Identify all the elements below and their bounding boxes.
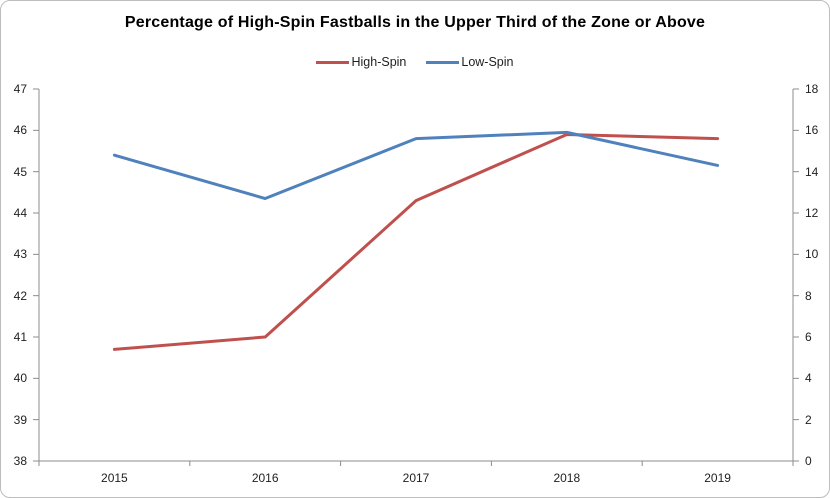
right-axis-label: 8 [805, 288, 812, 303]
x-axis-label: 2015 [101, 471, 128, 485]
right-axis-label: 4 [805, 371, 812, 386]
legend: High-Spin Low-Spin [1, 55, 829, 69]
x-axis-label: 2019 [704, 471, 731, 485]
left-axis-label: 47 [13, 82, 27, 96]
low-spin-series-line [112, 130, 720, 201]
left-axis-label: 45 [13, 164, 27, 179]
right-axis-label: 2 [805, 412, 812, 427]
right-axis-label: 10 [805, 247, 819, 262]
left-axis-label: 42 [13, 288, 27, 303]
legend-label-high-spin: High-Spin [351, 55, 407, 69]
x-axis-label: 2018 [553, 471, 581, 485]
right-axis-label: 0 [805, 454, 812, 468]
left-axis-label: 41 [13, 330, 27, 344]
right-axis-label: 16 [805, 123, 819, 138]
left-axis-label: 44 [13, 206, 27, 220]
legend-label-low-spin: Low-Spin [461, 55, 514, 69]
left-axis-label: 46 [13, 123, 27, 138]
left-axis-label: 39 [13, 412, 27, 427]
left-axis-label: 43 [13, 247, 27, 262]
left-axis-label: 38 [13, 454, 27, 468]
chart-title: Percentage of High-Spin Fastballs in the… [124, 14, 706, 31]
right-axis-label: 18 [805, 82, 819, 96]
left-axis-label: 40 [13, 371, 27, 386]
high-spin-line-swatch [316, 60, 350, 64]
right-axis-label: 6 [805, 330, 812, 344]
legend-item-high-spin: High-Spin [316, 55, 406, 69]
x-axis-label: 2017 [402, 471, 430, 485]
legend-item-low-spin: Low-Spin [426, 55, 514, 69]
x-axis-label: 2016 [251, 471, 279, 485]
right-axis-label: 12 [805, 206, 819, 220]
right-axis-label: 14 [805, 164, 819, 179]
low-spin-line-swatch [426, 60, 460, 64]
high-spin-series-line [112, 132, 720, 351]
